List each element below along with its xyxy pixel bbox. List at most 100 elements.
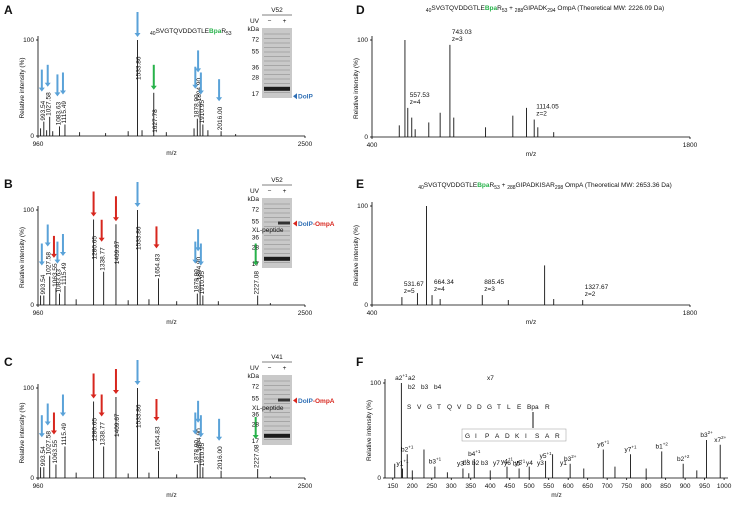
ion-label: y5+1 bbox=[540, 451, 553, 460]
text-part: 40 bbox=[150, 31, 156, 37]
arrow-head bbox=[195, 418, 202, 423]
gel-uv: UV bbox=[250, 18, 260, 25]
ion-name: y6 bbox=[597, 442, 604, 449]
gel-marker: 55 bbox=[252, 396, 260, 403]
ion-charge: +1 bbox=[475, 449, 481, 454]
ion-label: y7+1 bbox=[625, 444, 638, 453]
ion-label: b2+2 bbox=[677, 454, 690, 463]
peak-label: 1533.86 bbox=[135, 226, 142, 250]
x-axis-label: m/z bbox=[166, 492, 176, 499]
text-part: R bbox=[490, 182, 495, 189]
x-tick-label: 960 bbox=[33, 310, 44, 317]
peak-label: 2227.08 bbox=[254, 444, 261, 468]
arrow-head bbox=[197, 90, 204, 95]
ion-label: y6+1 bbox=[597, 440, 610, 449]
text-part: Bpa bbox=[485, 5, 498, 12]
text-part: GIPADKISAR bbox=[516, 182, 556, 189]
arrow-head bbox=[195, 247, 202, 252]
fragment-ion: y3 bbox=[537, 460, 544, 467]
text-part: 40 bbox=[426, 8, 432, 14]
peak-label: 1338.77 bbox=[100, 247, 107, 271]
sequence-residue: R bbox=[555, 433, 560, 440]
peak-label: 1027.58 bbox=[46, 431, 53, 455]
gel-lane: + bbox=[283, 188, 287, 195]
gel-kda: kDa bbox=[247, 26, 259, 33]
peak-label: 1115.49 bbox=[61, 101, 68, 124]
peak-label: 1115.49 bbox=[61, 262, 68, 285]
ion-name: x7 bbox=[714, 437, 721, 444]
arrow-head bbox=[153, 244, 160, 249]
gel-band-dark bbox=[264, 256, 290, 261]
ion-charge: +2 bbox=[663, 441, 669, 446]
ion-label: b32+ bbox=[564, 454, 577, 463]
ion-label: a2+1 bbox=[395, 373, 408, 382]
sequence-residue: V bbox=[457, 404, 462, 411]
gel-variant: V52 bbox=[271, 7, 283, 14]
gel-marker: 55 bbox=[252, 219, 260, 226]
x-tick-label: 500 bbox=[524, 483, 535, 490]
gel-marker: 36 bbox=[252, 235, 260, 242]
gel-marker: 17 bbox=[252, 261, 260, 268]
x-tick-label: 400 bbox=[485, 483, 496, 490]
peak-label: 1280.65 bbox=[92, 418, 99, 442]
x-tick-label: 960 bbox=[33, 141, 44, 148]
peak-label: 2016.00 bbox=[217, 106, 224, 130]
xl-label: XL-peptide bbox=[252, 227, 284, 234]
y-axis-label: Relative intensity (%) bbox=[19, 402, 26, 463]
text-part: OmpA (Theoretical MW: 2653.36 Da) bbox=[563, 182, 672, 189]
x-tick-label: 1800 bbox=[683, 142, 698, 149]
ion-name: b4 bbox=[468, 451, 476, 458]
ion-charge: +1 bbox=[604, 440, 610, 445]
ion-name: y1 bbox=[397, 461, 404, 468]
gel-marker: 36 bbox=[252, 65, 260, 72]
peak-label: 1654.83 bbox=[154, 426, 161, 450]
sequence-residue: L bbox=[507, 404, 511, 411]
ion-charge: +1 bbox=[436, 457, 442, 462]
sequence-residue: A bbox=[545, 433, 550, 440]
x-axis-label: m/z bbox=[526, 319, 536, 326]
ion-charge: 2+ bbox=[721, 435, 727, 440]
fragment-ion: b3 bbox=[463, 460, 471, 467]
peak-label: 557.53 bbox=[410, 92, 430, 99]
peak-label: 1654.83 bbox=[154, 254, 161, 278]
sequence-residue: D bbox=[477, 404, 482, 411]
text-part: 53 bbox=[494, 185, 500, 191]
peak-label: 743.03 bbox=[452, 29, 472, 36]
peak-label: 1627.78 bbox=[152, 109, 159, 133]
sequence-residue: Q bbox=[447, 404, 452, 411]
gel-lane: − bbox=[268, 18, 272, 25]
ion-name: b2 bbox=[677, 456, 685, 463]
gel-marker: 28 bbox=[252, 244, 260, 251]
sequence-residue: P bbox=[485, 433, 489, 440]
band-label-part: -OmpA bbox=[313, 398, 335, 405]
arrow-head bbox=[44, 242, 51, 247]
fragment-ion: y7 bbox=[493, 460, 500, 467]
x-tick-label: 650 bbox=[582, 483, 593, 490]
peak-charge: z=3 bbox=[484, 286, 495, 293]
ion-charge: +1 bbox=[546, 451, 552, 456]
y-tick-label: 100 bbox=[23, 207, 34, 214]
gel-kda: kDa bbox=[247, 196, 259, 203]
ion-label: b4+1 bbox=[468, 449, 481, 458]
arrow-head bbox=[195, 68, 202, 73]
y-tick-label: 100 bbox=[23, 385, 34, 392]
y-tick-label: 0 bbox=[364, 134, 368, 141]
arrow-head bbox=[44, 82, 51, 87]
peak-charge: z=2 bbox=[585, 291, 596, 298]
peak-label: 1894.90 bbox=[196, 78, 203, 102]
ion-name: b3 bbox=[700, 432, 708, 439]
text-part: 298 bbox=[555, 185, 564, 191]
peak-charge: z=3 bbox=[452, 36, 463, 43]
arrow-head bbox=[59, 412, 66, 417]
text-part: Bpa bbox=[477, 182, 490, 189]
arrow-head bbox=[90, 212, 97, 217]
arrow-head bbox=[59, 90, 66, 95]
gel-kda: kDa bbox=[247, 373, 259, 380]
text-part: 53 bbox=[226, 31, 232, 37]
band-arrow bbox=[293, 93, 297, 100]
arrow-head bbox=[197, 433, 204, 438]
peak-label: 1063.55 bbox=[52, 263, 59, 287]
gel-band-dark bbox=[264, 86, 290, 91]
arrow-head bbox=[192, 430, 199, 435]
band-label: DolP-OmpA bbox=[298, 398, 335, 405]
